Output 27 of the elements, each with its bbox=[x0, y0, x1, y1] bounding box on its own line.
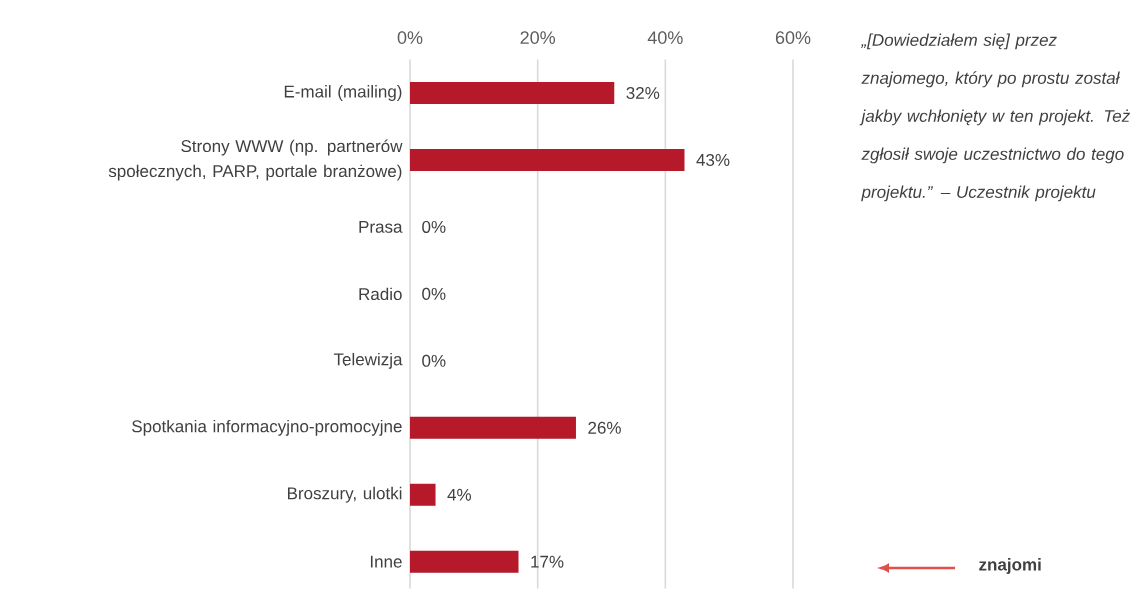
y-tick-label: E-mail (mailing) bbox=[284, 85, 402, 101]
x-tick-label: 0% bbox=[397, 31, 423, 44]
data-label: 26% bbox=[588, 421, 621, 434]
y-tick-label: Strony WWW (np. partnerów społecznych, PARP, portale branżowe) bbox=[108, 139, 403, 181]
bar bbox=[410, 483, 436, 506]
data-label: 17% bbox=[531, 555, 564, 568]
data-label: 4% bbox=[447, 488, 472, 501]
y-tick-label: Inne bbox=[370, 555, 402, 568]
x-tick-label: 60% bbox=[775, 31, 811, 44]
bar bbox=[410, 416, 576, 439]
data-label: 43% bbox=[696, 153, 730, 166]
y-tick-label: Broszury, ulotki bbox=[287, 486, 402, 503]
data-label: 0% bbox=[422, 354, 446, 367]
bar bbox=[410, 550, 519, 573]
data-label: 0% bbox=[422, 220, 446, 233]
y-tick-label: Telewizja bbox=[333, 352, 403, 369]
x-tick-label: 20% bbox=[520, 31, 556, 44]
y-tick-label: Prasa bbox=[359, 220, 403, 233]
text: „[Dowiedziałem się] przez znajomego, który po prostu został jakby wchłonięty w ten projekt. Też zgłosił swoje uczestnictwo do tego projektu.” – Uczestnik projektu bbox=[859, 33, 1130, 202]
bar bbox=[410, 81, 615, 104]
data-label: 32% bbox=[626, 86, 660, 100]
data-label: 0% bbox=[422, 287, 446, 300]
text: znajomi bbox=[979, 558, 1041, 574]
x-tick-label: 40% bbox=[647, 31, 683, 44]
bar bbox=[410, 148, 685, 171]
y-tick-label: Radio bbox=[359, 287, 402, 301]
y-tick-label: Spotkania informacyjno-promocyjne bbox=[132, 419, 402, 436]
